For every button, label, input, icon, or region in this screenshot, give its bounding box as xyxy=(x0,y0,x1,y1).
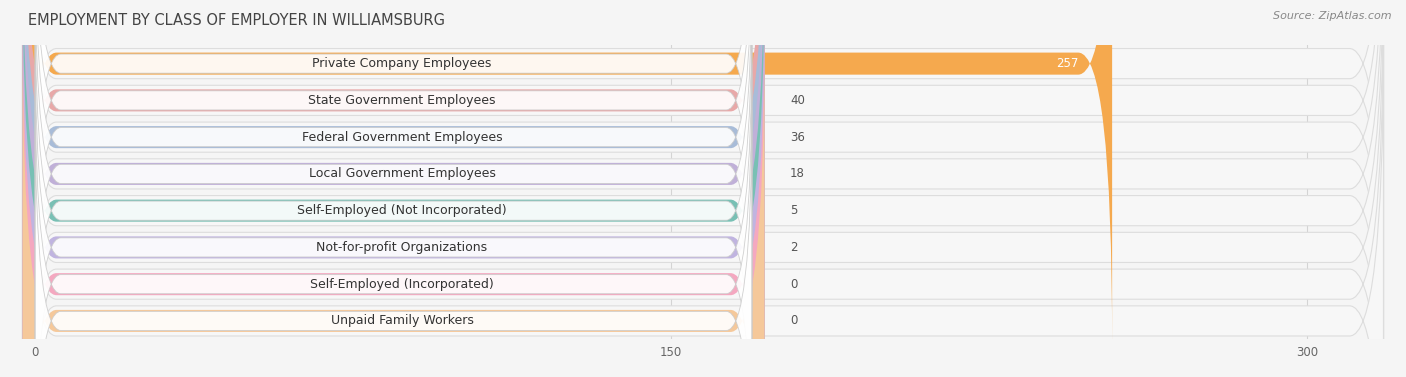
Text: EMPLOYMENT BY CLASS OF EMPLOYER IN WILLIAMSBURG: EMPLOYMENT BY CLASS OF EMPLOYER IN WILLI… xyxy=(28,12,444,28)
Text: State Government Employees: State Government Employees xyxy=(308,94,496,107)
FancyBboxPatch shape xyxy=(22,0,765,377)
FancyBboxPatch shape xyxy=(22,0,765,377)
FancyBboxPatch shape xyxy=(35,0,752,377)
Text: 5: 5 xyxy=(790,204,797,217)
FancyBboxPatch shape xyxy=(22,1,765,377)
Text: 2: 2 xyxy=(790,241,797,254)
Text: Local Government Employees: Local Government Employees xyxy=(308,167,495,180)
Text: Unpaid Family Workers: Unpaid Family Workers xyxy=(330,314,474,327)
FancyBboxPatch shape xyxy=(22,0,1384,377)
FancyBboxPatch shape xyxy=(22,0,765,377)
Text: Self-Employed (Not Incorporated): Self-Employed (Not Incorporated) xyxy=(297,204,506,217)
Text: 40: 40 xyxy=(790,94,804,107)
Text: Source: ZipAtlas.com: Source: ZipAtlas.com xyxy=(1274,11,1392,21)
FancyBboxPatch shape xyxy=(22,42,1384,377)
FancyBboxPatch shape xyxy=(35,37,752,377)
Text: Federal Government Employees: Federal Government Employees xyxy=(302,131,502,144)
FancyBboxPatch shape xyxy=(22,0,1384,377)
FancyBboxPatch shape xyxy=(22,0,1384,377)
FancyBboxPatch shape xyxy=(35,73,752,377)
FancyBboxPatch shape xyxy=(22,5,1384,377)
Text: 18: 18 xyxy=(790,167,804,180)
FancyBboxPatch shape xyxy=(22,0,765,377)
Text: 36: 36 xyxy=(790,131,804,144)
FancyBboxPatch shape xyxy=(22,0,1112,347)
FancyBboxPatch shape xyxy=(35,0,752,348)
FancyBboxPatch shape xyxy=(22,0,1384,343)
FancyBboxPatch shape xyxy=(22,0,1384,377)
Text: 0: 0 xyxy=(790,314,797,327)
Text: Self-Employed (Incorporated): Self-Employed (Incorporated) xyxy=(311,278,494,291)
Text: 257: 257 xyxy=(1056,57,1078,70)
FancyBboxPatch shape xyxy=(35,110,752,377)
FancyBboxPatch shape xyxy=(35,0,752,311)
FancyBboxPatch shape xyxy=(35,0,752,377)
FancyBboxPatch shape xyxy=(22,0,1384,377)
Text: Not-for-profit Organizations: Not-for-profit Organizations xyxy=(316,241,488,254)
FancyBboxPatch shape xyxy=(35,0,752,274)
FancyBboxPatch shape xyxy=(22,0,765,377)
FancyBboxPatch shape xyxy=(22,38,765,377)
Text: Private Company Employees: Private Company Employees xyxy=(312,57,492,70)
Text: 0: 0 xyxy=(790,278,797,291)
